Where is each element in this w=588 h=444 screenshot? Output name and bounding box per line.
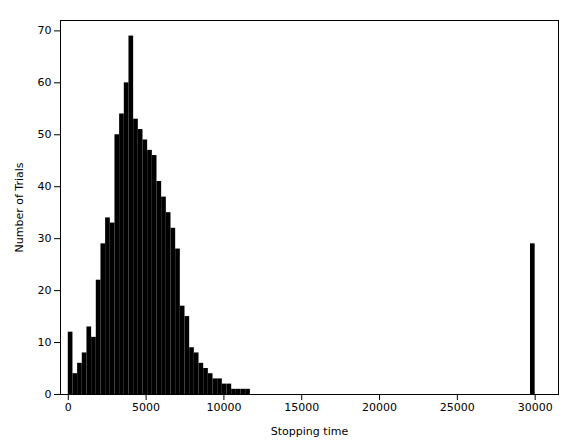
svg-text:Stopping time: Stopping time [271,425,349,438]
svg-text:10: 10 [38,336,52,349]
svg-text:0: 0 [65,401,72,414]
svg-text:30: 30 [38,232,52,245]
svg-text:60: 60 [38,76,52,89]
svg-text:15000: 15000 [284,401,319,414]
svg-text:0: 0 [45,388,52,401]
svg-text:20: 20 [38,284,52,297]
svg-text:Number of Trials: Number of Trials [13,162,26,252]
svg-text:10000: 10000 [206,401,241,414]
svg-text:25000: 25000 [440,401,475,414]
svg-text:50: 50 [38,128,52,141]
svg-text:20000: 20000 [362,401,397,414]
svg-text:40: 40 [38,180,52,193]
svg-text:30000: 30000 [518,401,553,414]
svg-text:70: 70 [38,24,52,37]
svg-text:5000: 5000 [132,401,160,414]
